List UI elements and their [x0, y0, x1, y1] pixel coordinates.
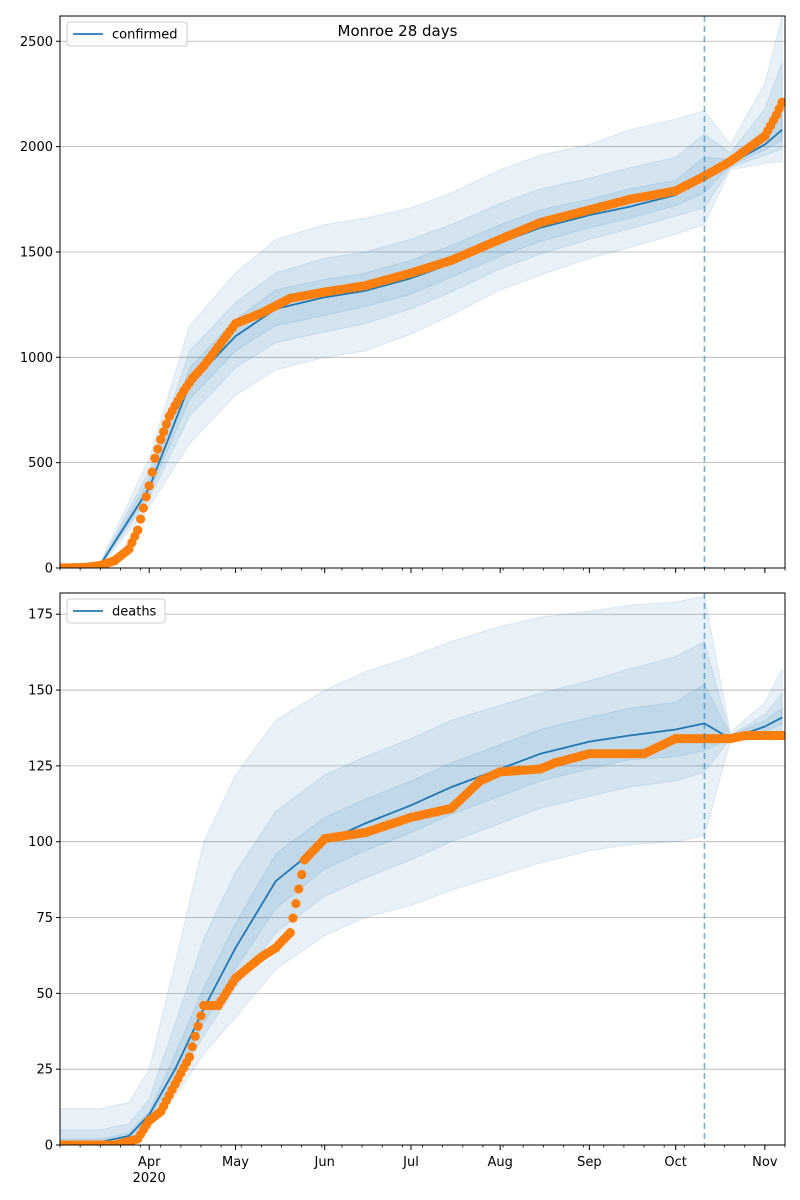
y-tick-label: 1500: [20, 245, 53, 260]
legend: deaths: [66, 598, 166, 624]
chart-title: Monroe 28 days: [338, 22, 458, 40]
observed-point: [297, 869, 307, 880]
observed-point: [150, 453, 160, 463]
y-tick-label: 0: [45, 1139, 53, 1154]
observed-point: [294, 884, 304, 894]
y-tick-label: 2000: [20, 140, 53, 155]
legend-label: deaths: [112, 605, 157, 620]
observed-point: [196, 1011, 206, 1021]
observed-point: [777, 730, 785, 741]
legend-box: [66, 598, 166, 624]
x-tick-label: Sep: [577, 1155, 602, 1170]
confidence-band-3: [60, 683, 783, 1145]
confidence-band-1: [60, 16, 783, 568]
observed-point: [141, 492, 151, 502]
observed-point: [187, 1042, 197, 1052]
chart-panel-1: 0 500 1000 1500 2000 2500 Monroe 28 days confir…: [20, 15, 786, 577]
observed-point: [193, 1021, 203, 1031]
x-tick-label: Apr: [138, 1155, 161, 1170]
y-tick-label: 125: [28, 759, 53, 774]
y-tick-label: 50: [36, 987, 53, 1002]
confidence-band-3: [60, 98, 783, 568]
observed-point: [291, 899, 301, 909]
legend-box: [66, 21, 188, 47]
model-line: [60, 716, 783, 1145]
y-tick-label: 1000: [20, 351, 53, 366]
observed-point: [156, 434, 166, 445]
y-tick-label: 75: [36, 911, 53, 926]
x-tick-label: Nov: [752, 1155, 778, 1170]
x-year-label: 2020: [133, 1171, 166, 1186]
legend-label: confirmed: [112, 28, 178, 43]
x-tick-label: Aug: [487, 1155, 512, 1170]
observed-point: [138, 503, 148, 513]
x-tick-label: Jun: [314, 1155, 335, 1170]
y-tick-label: 150: [28, 684, 53, 699]
observed-point: [777, 97, 785, 107]
x-tick-label: May: [222, 1155, 249, 1170]
y-tick-label: 0: [45, 562, 53, 577]
confidence-band-2: [60, 640, 783, 1145]
y-tick-label: 25: [36, 1063, 53, 1078]
y-tick-label: 175: [28, 608, 53, 623]
y-tick-label: 2500: [20, 35, 53, 50]
observed-point: [153, 444, 163, 454]
y-tick-label: 500: [28, 456, 53, 471]
observed-point: [144, 481, 154, 491]
observed-point: [161, 419, 171, 429]
observed-point: [159, 427, 169, 437]
observed-point: [147, 467, 157, 477]
observed-point: [133, 525, 143, 535]
observed-point: [136, 514, 146, 524]
observed-point: [285, 928, 295, 938]
legend: confirmed: [66, 21, 188, 47]
x-tick-label: Oct: [664, 1155, 686, 1170]
y-tick-label: 100: [28, 835, 53, 850]
observed-point: [288, 913, 298, 923]
chart-panel-2: 0 25 50 75 100 125 150 175 Apr May Jun Jul Aug Sep Oct…: [28, 592, 786, 1186]
observed-point: [184, 1052, 195, 1062]
observed-point: [190, 1031, 200, 1041]
x-tick-label: Jul: [402, 1155, 419, 1170]
